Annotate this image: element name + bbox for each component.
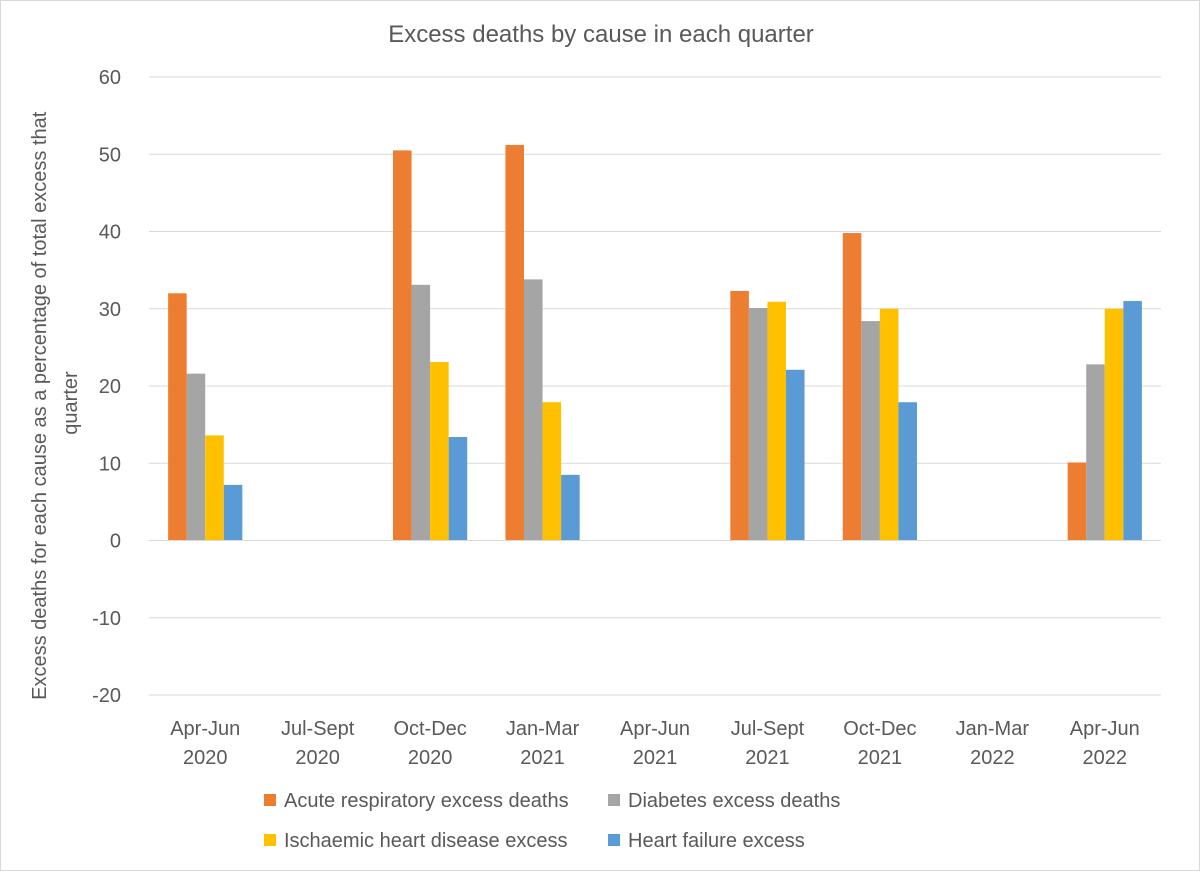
x-tick-label: Apr-Jun 2022: [1070, 718, 1140, 769]
x-tick-label: Jan-Mar 2022: [956, 718, 1030, 769]
x-axis-ticks: Apr-Jun 2020 Jul-Sept 2020 Oct-Dec 2020 Jan-Ma…: [170, 718, 1140, 769]
x-tick-label: Oct-Dec 2020: [393, 718, 466, 769]
y-axis-title-line-1: Excess deaths for each cause as a percen…: [29, 111, 51, 700]
legend-label: Heart failure excess: [628, 830, 805, 852]
y-tick-label: 50: [99, 144, 121, 166]
bar: [168, 293, 187, 541]
chart-title: Excess deaths by cause in each quarter: [388, 21, 814, 48]
legend-swatch: [608, 834, 620, 846]
y-tick-label: 30: [99, 299, 121, 321]
bar: [223, 484, 243, 541]
bar: [1067, 462, 1087, 541]
x-tick-label: Oct-Dec 2021: [843, 718, 916, 769]
y-tick-label: -10: [92, 608, 121, 630]
x-tick-label: Apr-Jun 2021: [620, 718, 690, 769]
y-axis-title-line-2: quarter: [60, 371, 82, 435]
bar: [748, 307, 768, 541]
y-axis-title: Excess deaths for each cause as a percen…: [29, 106, 82, 700]
bar: [524, 279, 543, 541]
y-tick-label: 60: [99, 67, 121, 89]
bar: [730, 290, 749, 541]
y-tick-label: 0: [110, 531, 121, 553]
bar: [205, 435, 224, 541]
legend-swatch: [264, 834, 276, 846]
y-tick-label: 40: [99, 222, 121, 244]
bar: [430, 362, 449, 541]
bar: [561, 474, 580, 541]
legend-swatch: [264, 794, 276, 806]
y-tick-label: 10: [99, 453, 121, 475]
legend-label: Diabetes excess deaths: [628, 790, 840, 812]
x-tick-label: Jul-Sept 2020: [281, 718, 355, 769]
gridlines: [149, 76, 1161, 696]
legend-label: Ischaemic heart disease excess: [284, 830, 567, 852]
x-tick-label: Apr-Jun 2020: [170, 718, 240, 769]
legend-swatch: [608, 794, 620, 806]
x-tick-label: Jan-Mar 2021: [506, 718, 580, 769]
bar: [842, 233, 862, 541]
y-axis-ticks: 60 50 40 30 20 10 0 -10 -20: [92, 67, 121, 707]
y-tick-label: 20: [99, 376, 121, 398]
bar: [1086, 364, 1105, 541]
bar: [448, 436, 468, 541]
bar: [1104, 308, 1124, 541]
bar: [393, 150, 412, 541]
bar: [411, 284, 431, 541]
bar: [898, 402, 917, 541]
bar: [861, 321, 880, 541]
bar: [1123, 301, 1142, 541]
bar: [785, 369, 805, 541]
bar: [186, 373, 206, 541]
y-tick-label: -20: [92, 685, 121, 707]
legend: Acute respiratory excess deaths Diabetes …: [264, 790, 840, 852]
bar: [879, 308, 899, 541]
bars: [168, 144, 1142, 541]
x-tick-label: Jul-Sept 2021: [731, 718, 805, 769]
legend-label: Acute respiratory excess deaths: [284, 790, 569, 812]
bar: [505, 144, 525, 541]
bar: [767, 301, 786, 541]
bar: [542, 402, 562, 541]
